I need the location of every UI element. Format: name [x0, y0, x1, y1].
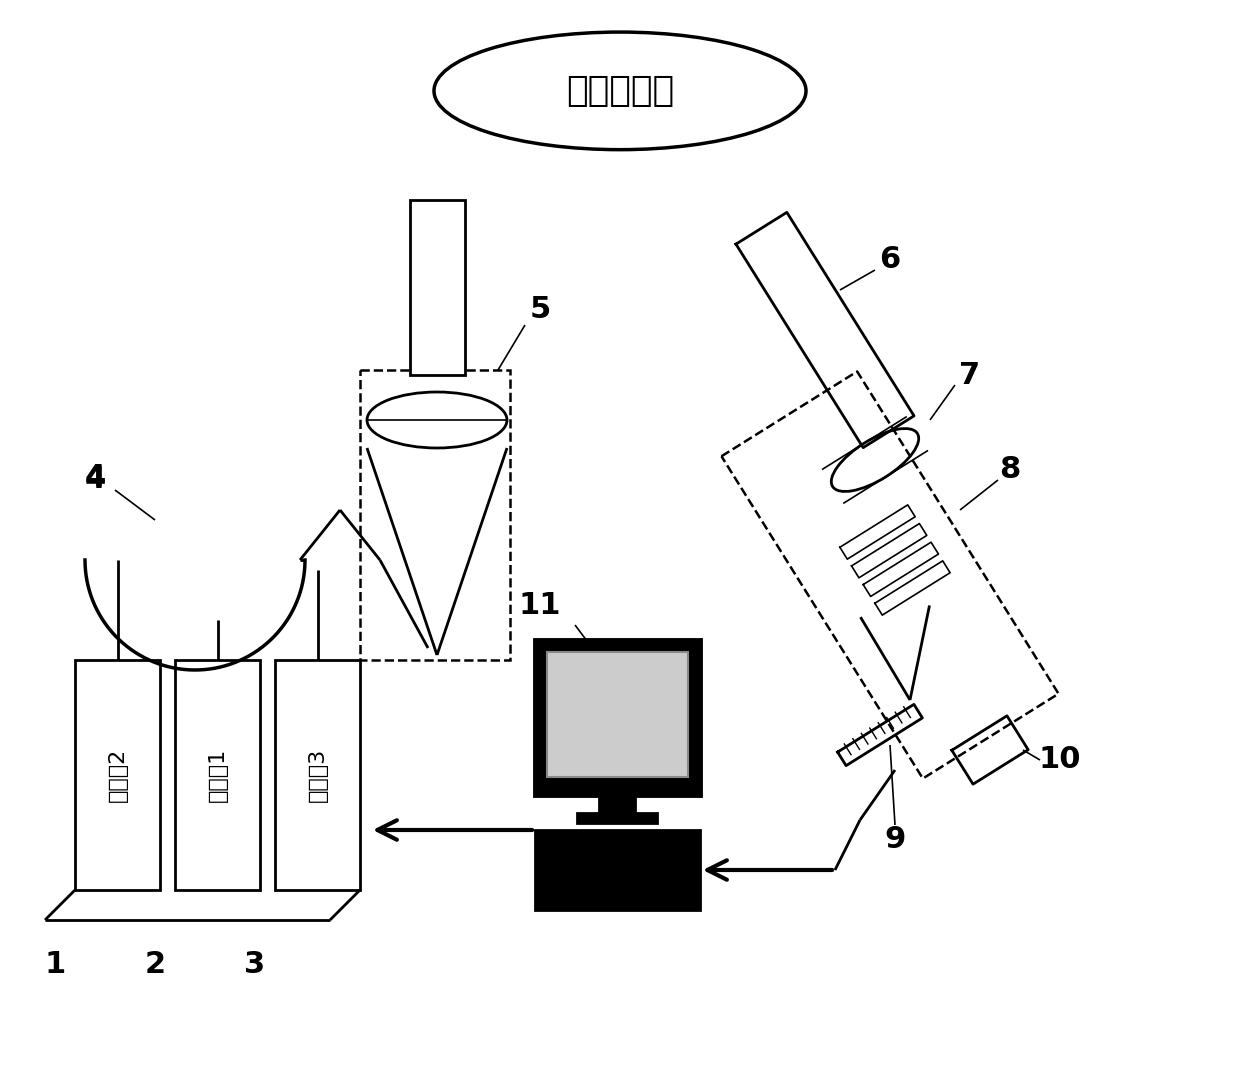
Text: 2: 2	[144, 950, 166, 979]
Bar	[547, 652, 688, 777]
Bar	[410, 200, 465, 375]
Ellipse shape	[434, 32, 806, 150]
Bar	[534, 640, 701, 795]
Text: 1: 1	[45, 950, 66, 979]
Text: 激光源1: 激光源1	[207, 748, 227, 802]
Text: 5: 5	[529, 295, 551, 325]
Text: 7: 7	[960, 360, 981, 389]
Text: 8: 8	[999, 455, 1021, 484]
Ellipse shape	[831, 429, 919, 492]
Text: 激光源2: 激光源2	[108, 748, 128, 802]
Bar	[275, 660, 360, 890]
Text: 6: 6	[879, 246, 900, 275]
Ellipse shape	[367, 392, 507, 448]
Text: 大气中目标: 大气中目标	[565, 74, 675, 108]
Bar	[175, 660, 260, 890]
Bar	[577, 814, 657, 823]
Text: 4: 4	[84, 464, 105, 493]
Text: 11: 11	[518, 591, 562, 620]
Bar	[599, 795, 635, 814]
Text: 激光源3: 激光源3	[308, 748, 327, 802]
Bar	[534, 830, 701, 910]
Text: 9: 9	[884, 825, 905, 854]
Text: 3: 3	[244, 950, 265, 979]
Bar	[360, 370, 510, 660]
Text: 4: 4	[84, 465, 105, 495]
Bar	[74, 660, 160, 890]
Text: 10: 10	[1039, 745, 1081, 775]
